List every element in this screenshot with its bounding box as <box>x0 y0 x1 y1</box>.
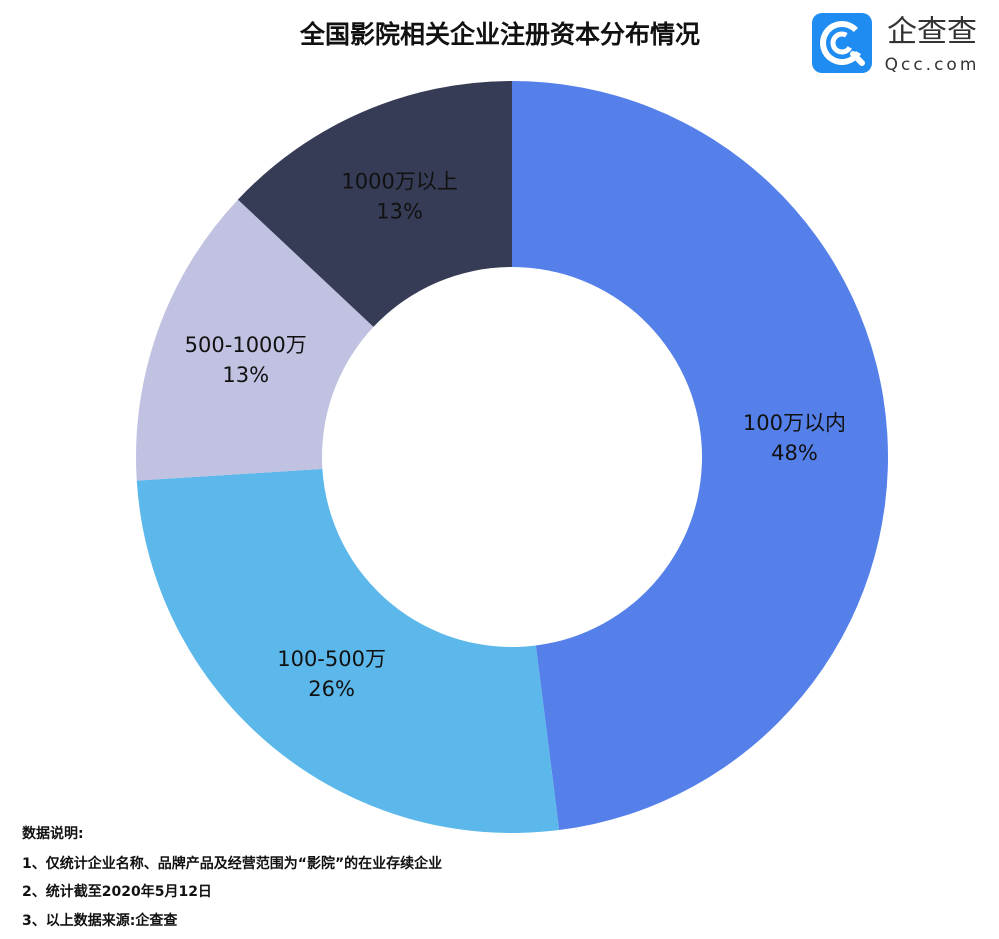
slice-value-label: 13% <box>376 199 423 223</box>
note-line: 1、仅统计企业名称、品牌产品及经营范围为“影院”的在业存续企业 <box>22 855 442 872</box>
slice <box>237 80 513 327</box>
logo-ring <box>820 20 864 65</box>
slice <box>136 468 560 834</box>
slice-label: 1000万以上 <box>341 169 457 193</box>
slice-value-label: 13% <box>222 363 269 387</box>
note-line: 3、以上数据来源:企查查 <box>22 912 178 929</box>
slice <box>136 199 374 481</box>
slice-label: 500-1000万 <box>185 333 307 357</box>
slice <box>512 80 889 831</box>
logo-site: Qcc.com <box>885 55 980 75</box>
notes-heading: 数据说明: <box>22 825 84 842</box>
logo: 企查查 Qcc.com <box>812 13 980 75</box>
note-line: 2、统计截至2020年5月12日 <box>22 883 212 900</box>
slice-label: 100万以内 <box>743 411 846 435</box>
logo-name: 企查查 <box>887 15 977 50</box>
slice-value-label: 48% <box>771 441 818 465</box>
chart-title: 全国影院相关企业注册资本分布情况 <box>299 20 700 49</box>
slice-label: 100-500万 <box>277 647 386 671</box>
slice-value-label: 26% <box>308 677 355 701</box>
logo-tail <box>850 51 865 66</box>
